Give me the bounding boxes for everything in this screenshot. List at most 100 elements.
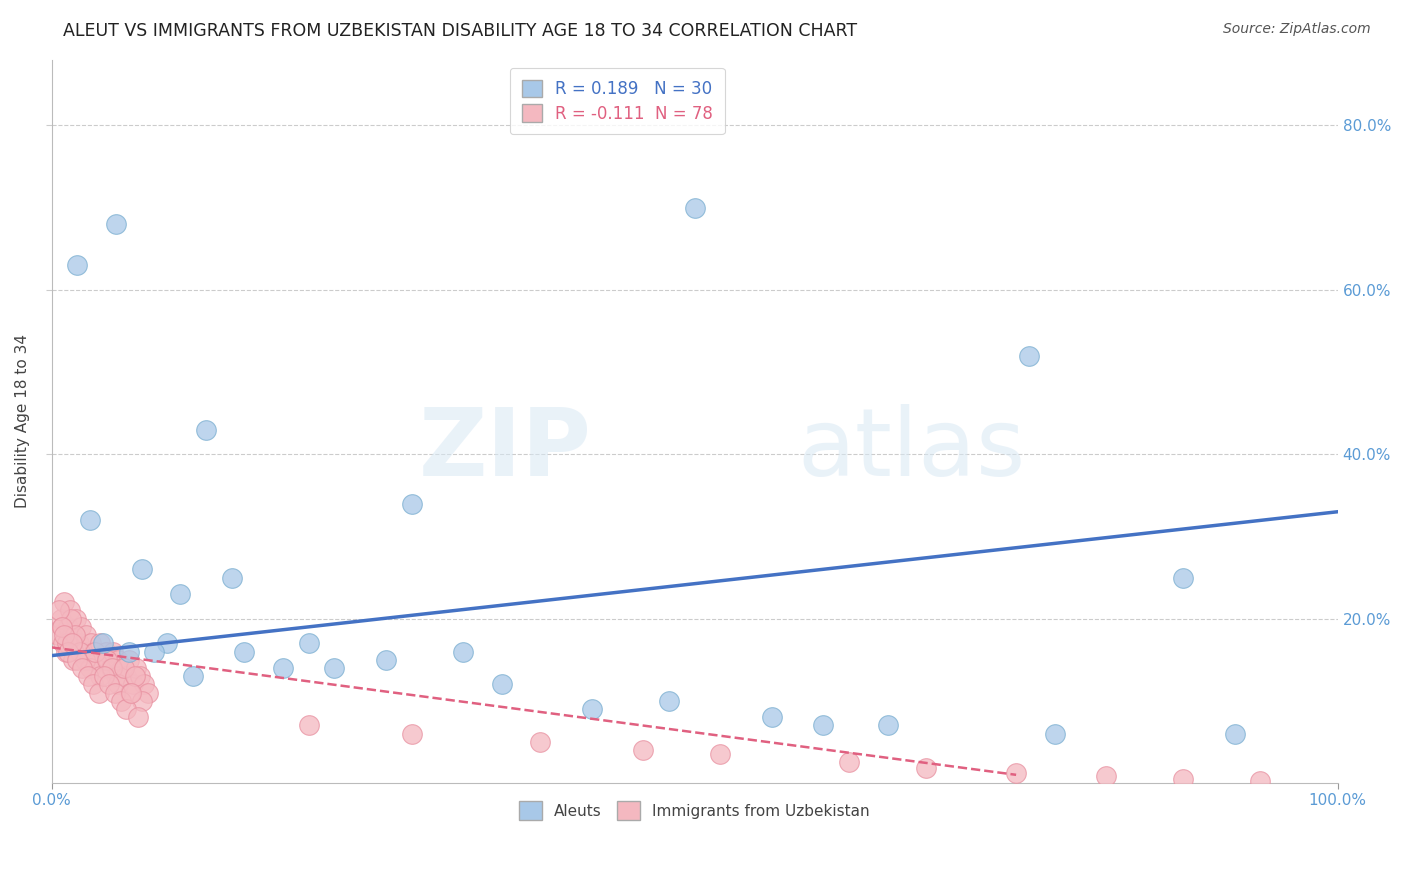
Point — [55, 644, 77, 658]
Point — [96, 653, 118, 667]
Point — [46, 628, 69, 642]
Point — [58, 620, 80, 634]
Point — [103, 685, 125, 699]
Point — [72, 661, 94, 675]
Point — [323, 661, 346, 675]
Point — [811, 718, 834, 732]
Point — [51, 620, 73, 634]
Point — [93, 669, 115, 683]
Point — [76, 669, 98, 683]
Point — [70, 620, 93, 634]
Point — [298, 718, 321, 732]
Point — [56, 636, 79, 650]
Point — [52, 636, 75, 650]
Text: ZIP: ZIP — [419, 404, 592, 496]
Point — [87, 685, 110, 699]
Y-axis label: Disability Age 18 to 34: Disability Age 18 to 34 — [15, 334, 30, 508]
Point — [401, 496, 423, 510]
Point — [79, 513, 101, 527]
Point — [103, 644, 125, 658]
Point — [111, 661, 134, 675]
Point — [118, 685, 141, 699]
Point — [181, 669, 204, 683]
Point — [124, 669, 146, 683]
Point — [91, 636, 114, 650]
Point — [49, 612, 72, 626]
Point — [89, 636, 111, 650]
Point — [112, 661, 135, 675]
Point — [1005, 766, 1028, 780]
Point — [104, 217, 127, 231]
Point — [1018, 349, 1040, 363]
Point — [631, 743, 654, 757]
Point — [80, 636, 103, 650]
Point — [127, 710, 149, 724]
Text: Source: ZipAtlas.com: Source: ZipAtlas.com — [1223, 22, 1371, 37]
Point — [1043, 727, 1066, 741]
Point — [221, 570, 243, 584]
Point — [915, 761, 938, 775]
Point — [451, 644, 474, 658]
Point — [658, 694, 681, 708]
Point — [79, 661, 101, 675]
Point — [298, 636, 321, 650]
Point — [107, 677, 129, 691]
Point — [58, 603, 80, 617]
Point — [118, 653, 141, 667]
Point — [87, 653, 110, 667]
Point — [98, 677, 121, 691]
Point — [143, 644, 166, 658]
Point — [761, 710, 783, 724]
Point — [194, 423, 217, 437]
Point — [82, 677, 104, 691]
Point — [51, 620, 73, 634]
Point — [91, 661, 114, 675]
Point — [1249, 774, 1271, 789]
Point — [131, 562, 153, 576]
Point — [156, 636, 179, 650]
Point — [401, 727, 423, 741]
Point — [53, 628, 76, 642]
Point — [66, 258, 89, 272]
Point — [75, 628, 97, 642]
Point — [65, 612, 87, 626]
Point — [67, 636, 90, 650]
Point — [581, 702, 603, 716]
Point — [169, 587, 191, 601]
Point — [94, 644, 117, 658]
Point — [59, 612, 82, 626]
Point — [48, 603, 70, 617]
Point — [104, 669, 127, 683]
Point — [1173, 570, 1195, 584]
Point — [115, 702, 138, 716]
Point — [101, 661, 124, 675]
Point — [83, 644, 105, 658]
Point — [66, 653, 89, 667]
Point — [110, 694, 132, 708]
Point — [107, 653, 129, 667]
Point — [84, 644, 107, 658]
Point — [115, 669, 138, 683]
Point — [1223, 727, 1246, 741]
Point — [69, 644, 91, 658]
Point — [125, 661, 148, 675]
Point — [1173, 772, 1195, 786]
Point — [60, 636, 83, 650]
Point — [709, 747, 731, 762]
Point — [271, 661, 294, 675]
Point — [63, 628, 86, 642]
Point — [53, 595, 76, 609]
Point — [89, 669, 111, 683]
Point — [374, 653, 396, 667]
Point — [77, 653, 100, 667]
Point — [97, 653, 120, 667]
Text: atlas: atlas — [797, 404, 1026, 496]
Point — [73, 644, 96, 658]
Point — [120, 685, 142, 699]
Legend: Aleuts, Immigrants from Uzbekistan: Aleuts, Immigrants from Uzbekistan — [513, 795, 876, 826]
Point — [62, 653, 84, 667]
Point — [683, 201, 706, 215]
Text: ALEUT VS IMMIGRANTS FROM UZBEKISTAN DISABILITY AGE 18 TO 34 CORRELATION CHART: ALEUT VS IMMIGRANTS FROM UZBEKISTAN DISA… — [63, 22, 858, 40]
Point — [838, 756, 860, 770]
Point — [100, 661, 122, 675]
